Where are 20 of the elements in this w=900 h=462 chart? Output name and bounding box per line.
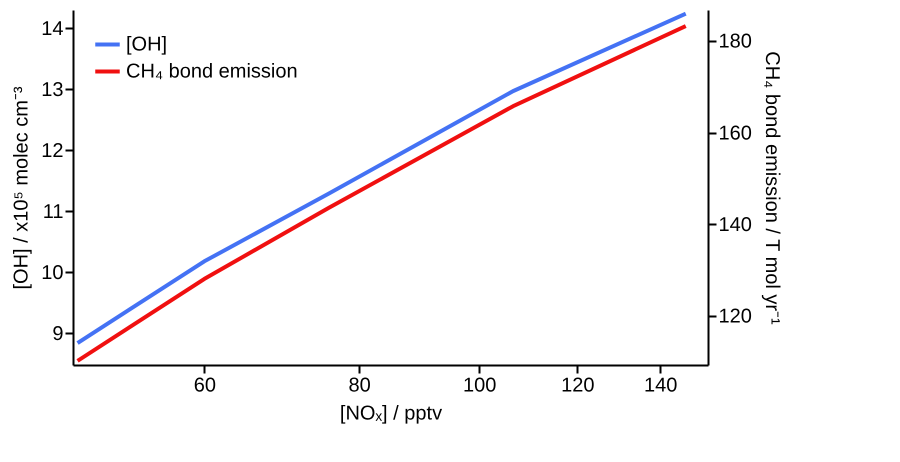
x-tick-label: 60 (194, 374, 216, 396)
y2-tick-label: 140 (718, 214, 752, 236)
x-axis-title: [NOₓ] / pptv (340, 402, 442, 424)
x-tick-label: 120 (561, 374, 594, 396)
legend-label: CH₄ bond emission (126, 60, 298, 82)
y-axis-title: [OH] / x10⁵ molec cm⁻³ (10, 86, 32, 290)
legend-label: [OH] (126, 34, 168, 56)
y-tick-label: 13 (41, 78, 64, 101)
x-tick-label: 100 (463, 374, 496, 396)
x-tick-label: 140 (644, 374, 678, 396)
y2-tick-label: 120 (718, 305, 752, 328)
y-tick-label: 10 (41, 262, 64, 284)
y2-axis-title: CH₄ bond emission / T mol yr⁻¹ (760, 51, 783, 326)
y-tick-label: 12 (41, 140, 64, 162)
x-tick-label: 80 (348, 374, 371, 396)
y-tick-label: 9 (52, 322, 64, 345)
y2-tick-label: 180 (718, 30, 752, 53)
y-tick-label: 11 (42, 200, 64, 223)
y2-tick-label: 160 (718, 122, 752, 144)
y-tick-label: 14 (41, 18, 64, 40)
